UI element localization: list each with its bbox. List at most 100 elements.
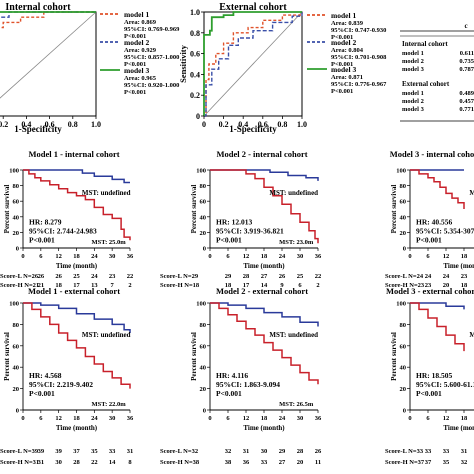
hazard-ratio-label: HR: 4.568: [29, 371, 62, 380]
risk-count-low: 30: [261, 448, 268, 455]
legend-area: Area: 0.871: [331, 74, 363, 81]
risk-count-high: 18: [225, 282, 232, 289]
x-tick-label: 18: [73, 415, 80, 422]
table-row-value: 0.457: [459, 98, 474, 105]
y-axis-title: Percent survival: [190, 332, 198, 381]
y-tick-label: 80: [13, 322, 20, 329]
x-tick-label: 24: [279, 253, 286, 260]
x-tick-label: 0: [21, 415, 24, 422]
risk-count-high: 13: [91, 282, 98, 289]
x-axis-title: 1-Specificity: [229, 124, 277, 134]
legend-pvalue: P<0.001: [124, 61, 146, 68]
km-curve-score-low: [410, 302, 465, 310]
risk-row-label: Score-H N=31: [0, 459, 39, 466]
legend-area: Area: 0.965: [124, 75, 157, 82]
risk-count-high: 36: [243, 459, 250, 466]
x-tick-label: 12: [55, 415, 62, 422]
x-tick-label: 36: [127, 253, 134, 260]
hazard-ratio-label: HR: 40.556: [416, 218, 452, 227]
mst-high-label: MST: 23.0m: [279, 239, 314, 246]
risk-count-low: 31: [127, 448, 134, 455]
legend-series-name: model 1: [331, 11, 356, 20]
x-tick-label: 0.6: [258, 120, 268, 129]
table-row-value: 0.787: [459, 66, 474, 73]
risk-count-high: 33: [261, 459, 268, 466]
y-tick-label: 40: [400, 365, 407, 372]
risk-count-low: 33: [425, 448, 432, 455]
km-curve-score-low: [23, 169, 130, 184]
y-tick-label: 100: [9, 301, 19, 308]
risk-row-label: Score-H N=21: [0, 282, 39, 289]
x-tick-label: 6: [426, 415, 430, 422]
x-tick-label: 6: [39, 415, 43, 422]
y-axis-title: Percent survival: [190, 185, 198, 234]
legend-series-name: model 2: [124, 38, 149, 47]
y-tick-label: 80: [400, 322, 407, 329]
y-tick-label: 100: [9, 168, 19, 175]
y-tick-label: 0: [16, 246, 19, 253]
x-axis-title: Time (month): [243, 424, 285, 432]
roc-panel-2: 0 0.2 0.4 0.6 0.8 1.0 0 0.2 0.4 0.6 0.8 1.0 Sensitiv…: [178, 2, 387, 134]
x-axis-title: Time (month): [56, 424, 98, 432]
x-tick-label: 0: [21, 253, 24, 260]
risk-row-label: Score-L N=26: [0, 273, 39, 280]
km-panel-2: Model 2 - internal cohort 0 20 40 60 80 100 0 6 1…: [160, 149, 322, 289]
risk-count-low: 33: [443, 448, 450, 455]
risk-count-high: 22: [91, 459, 98, 466]
y-tick-label: 100: [396, 301, 406, 308]
x-tick-label: 24: [91, 253, 98, 260]
risk-count-high: 21: [38, 282, 45, 289]
risk-count-low: 29: [225, 273, 232, 280]
y-tick-label: 0: [403, 408, 406, 415]
y-tick-label: 100: [396, 168, 406, 175]
risk-row-label: Score-L N=32: [160, 448, 198, 455]
risk-count-low: 28: [243, 273, 250, 280]
table-row-value: 0.489: [459, 90, 474, 97]
roc-curve-2: [0, 11, 96, 18]
x-tick-label: 6: [226, 415, 230, 422]
x-tick-label: 12: [243, 415, 250, 422]
x-tick-label: 36: [127, 415, 134, 422]
x-tick-label: 0: [202, 120, 206, 129]
y-tick-label: 0.6: [190, 50, 200, 59]
risk-count-high: 28: [73, 459, 80, 466]
km-curve-score-high: [23, 302, 131, 389]
km-curve-score-low: [210, 169, 319, 181]
y-tick-label: 40: [200, 214, 207, 221]
risk-row-label: Score-H N=23: [385, 282, 425, 289]
risk-count-low: 29: [279, 448, 286, 455]
y-tick-label: 0.4: [190, 70, 200, 79]
x-tick-label: 24: [279, 415, 286, 422]
y-tick-label: 20: [13, 386, 20, 393]
roc-reference-diagonal: [203, 11, 303, 117]
km-panel-6: Model 3 - external cohort 0 20 40 60 80 100 0 6 1…: [385, 286, 474, 466]
risk-count-high: 35: [443, 459, 450, 466]
table-group-label: External cohort: [402, 80, 450, 88]
x-tick-label: 30: [109, 415, 116, 422]
legend-area: Area: 0.869: [124, 19, 157, 26]
hazard-pvalue-label: P<0.001: [29, 389, 55, 398]
legend-ci: 95%CI: 0.920-1.000: [124, 82, 179, 89]
risk-count-high: 14: [109, 459, 116, 466]
km-panel-3: Model 3 - internal coho 0 20 40 60 80 100 0 6 12 1…: [385, 149, 474, 289]
hazard-ci-label: 95%CI: 5.354-307.172: [416, 227, 474, 236]
mst-low-label: MST: undefined: [269, 331, 318, 339]
hazard-ci-label: 95%CI: 3.919-36.821: [216, 227, 284, 236]
roc-curve-3: [0, 11, 96, 13]
x-tick-label: 6: [226, 253, 230, 260]
risk-count-high: 23: [425, 282, 432, 289]
hazard-ratio-label: HR: 4.116: [216, 371, 248, 380]
hazard-ci-label: 95%CI: 2.744-24.983: [29, 227, 97, 236]
y-tick-label: 1.0: [190, 8, 200, 17]
risk-count-high: 18: [461, 282, 468, 289]
hazard-pvalue-label: P<0.001: [416, 236, 442, 245]
table-row-value: 0.611: [460, 50, 474, 57]
km-curve-score-high: [23, 169, 131, 241]
risk-row-label: Score-H N=18: [160, 282, 200, 289]
km-title: Model 1 - external cohort: [28, 286, 120, 296]
y-tick-label: 0: [16, 408, 19, 415]
hazard-ratio-label: HR: 8.279: [29, 218, 62, 227]
risk-count-high: 17: [73, 282, 80, 289]
risk-count-high: 32: [461, 459, 468, 466]
x-axis-title: Time (month): [243, 262, 285, 270]
